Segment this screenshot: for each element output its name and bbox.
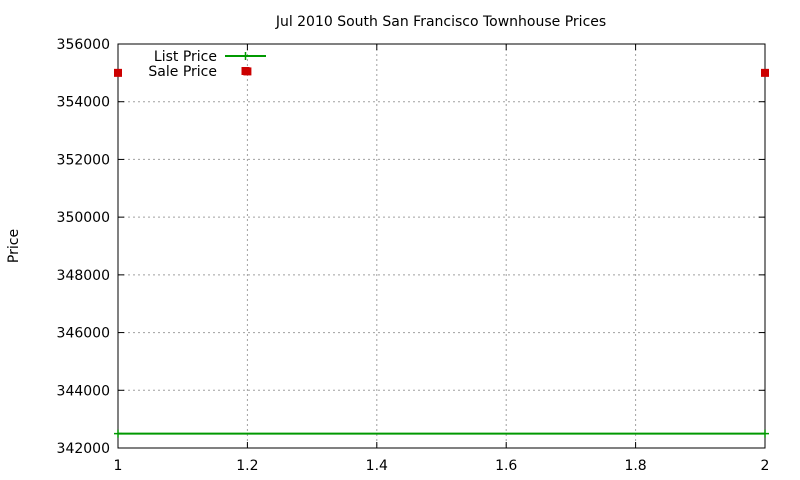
- y-tick-label: 346000: [57, 326, 110, 342]
- y-axis-label: Price: [6, 229, 22, 263]
- y-tick-label: 348000: [57, 268, 110, 284]
- chart-title: Jul 2010 South San Francisco Townhouse P…: [275, 14, 606, 30]
- series-0: [114, 429, 769, 438]
- grid-lines: [118, 44, 765, 448]
- legend-label: Sale Price: [148, 64, 217, 80]
- y-tick-label: 350000: [57, 210, 110, 226]
- y-tick-label: 344000: [57, 383, 110, 399]
- axis-ticks: 342000 344000 346000 348000 350000 352000 3540…: [57, 37, 770, 474]
- x-tick-label: 2: [761, 458, 770, 474]
- x-tick-label: 1.2: [236, 458, 258, 474]
- data-point: [761, 429, 769, 438]
- plot-frame: [117, 43, 766, 449]
- x-tick-label: 1.4: [366, 458, 388, 474]
- data-point: [114, 68, 122, 77]
- data-point: [114, 429, 122, 438]
- data-point: [761, 68, 769, 77]
- x-tick-label: 1.6: [495, 458, 517, 474]
- legend-marker: [241, 67, 250, 75]
- legend-label: List Price: [154, 49, 217, 65]
- series-marks: [114, 67, 769, 438]
- y-tick-label: 356000: [57, 37, 110, 53]
- x-tick-label: 1: [114, 458, 123, 474]
- y-tick-label: 342000: [57, 441, 110, 457]
- y-tick-label: 354000: [57, 95, 110, 111]
- x-tick-label: 1.8: [624, 458, 646, 474]
- y-tick-label: 352000: [57, 152, 110, 168]
- legend-marker: [241, 52, 250, 60]
